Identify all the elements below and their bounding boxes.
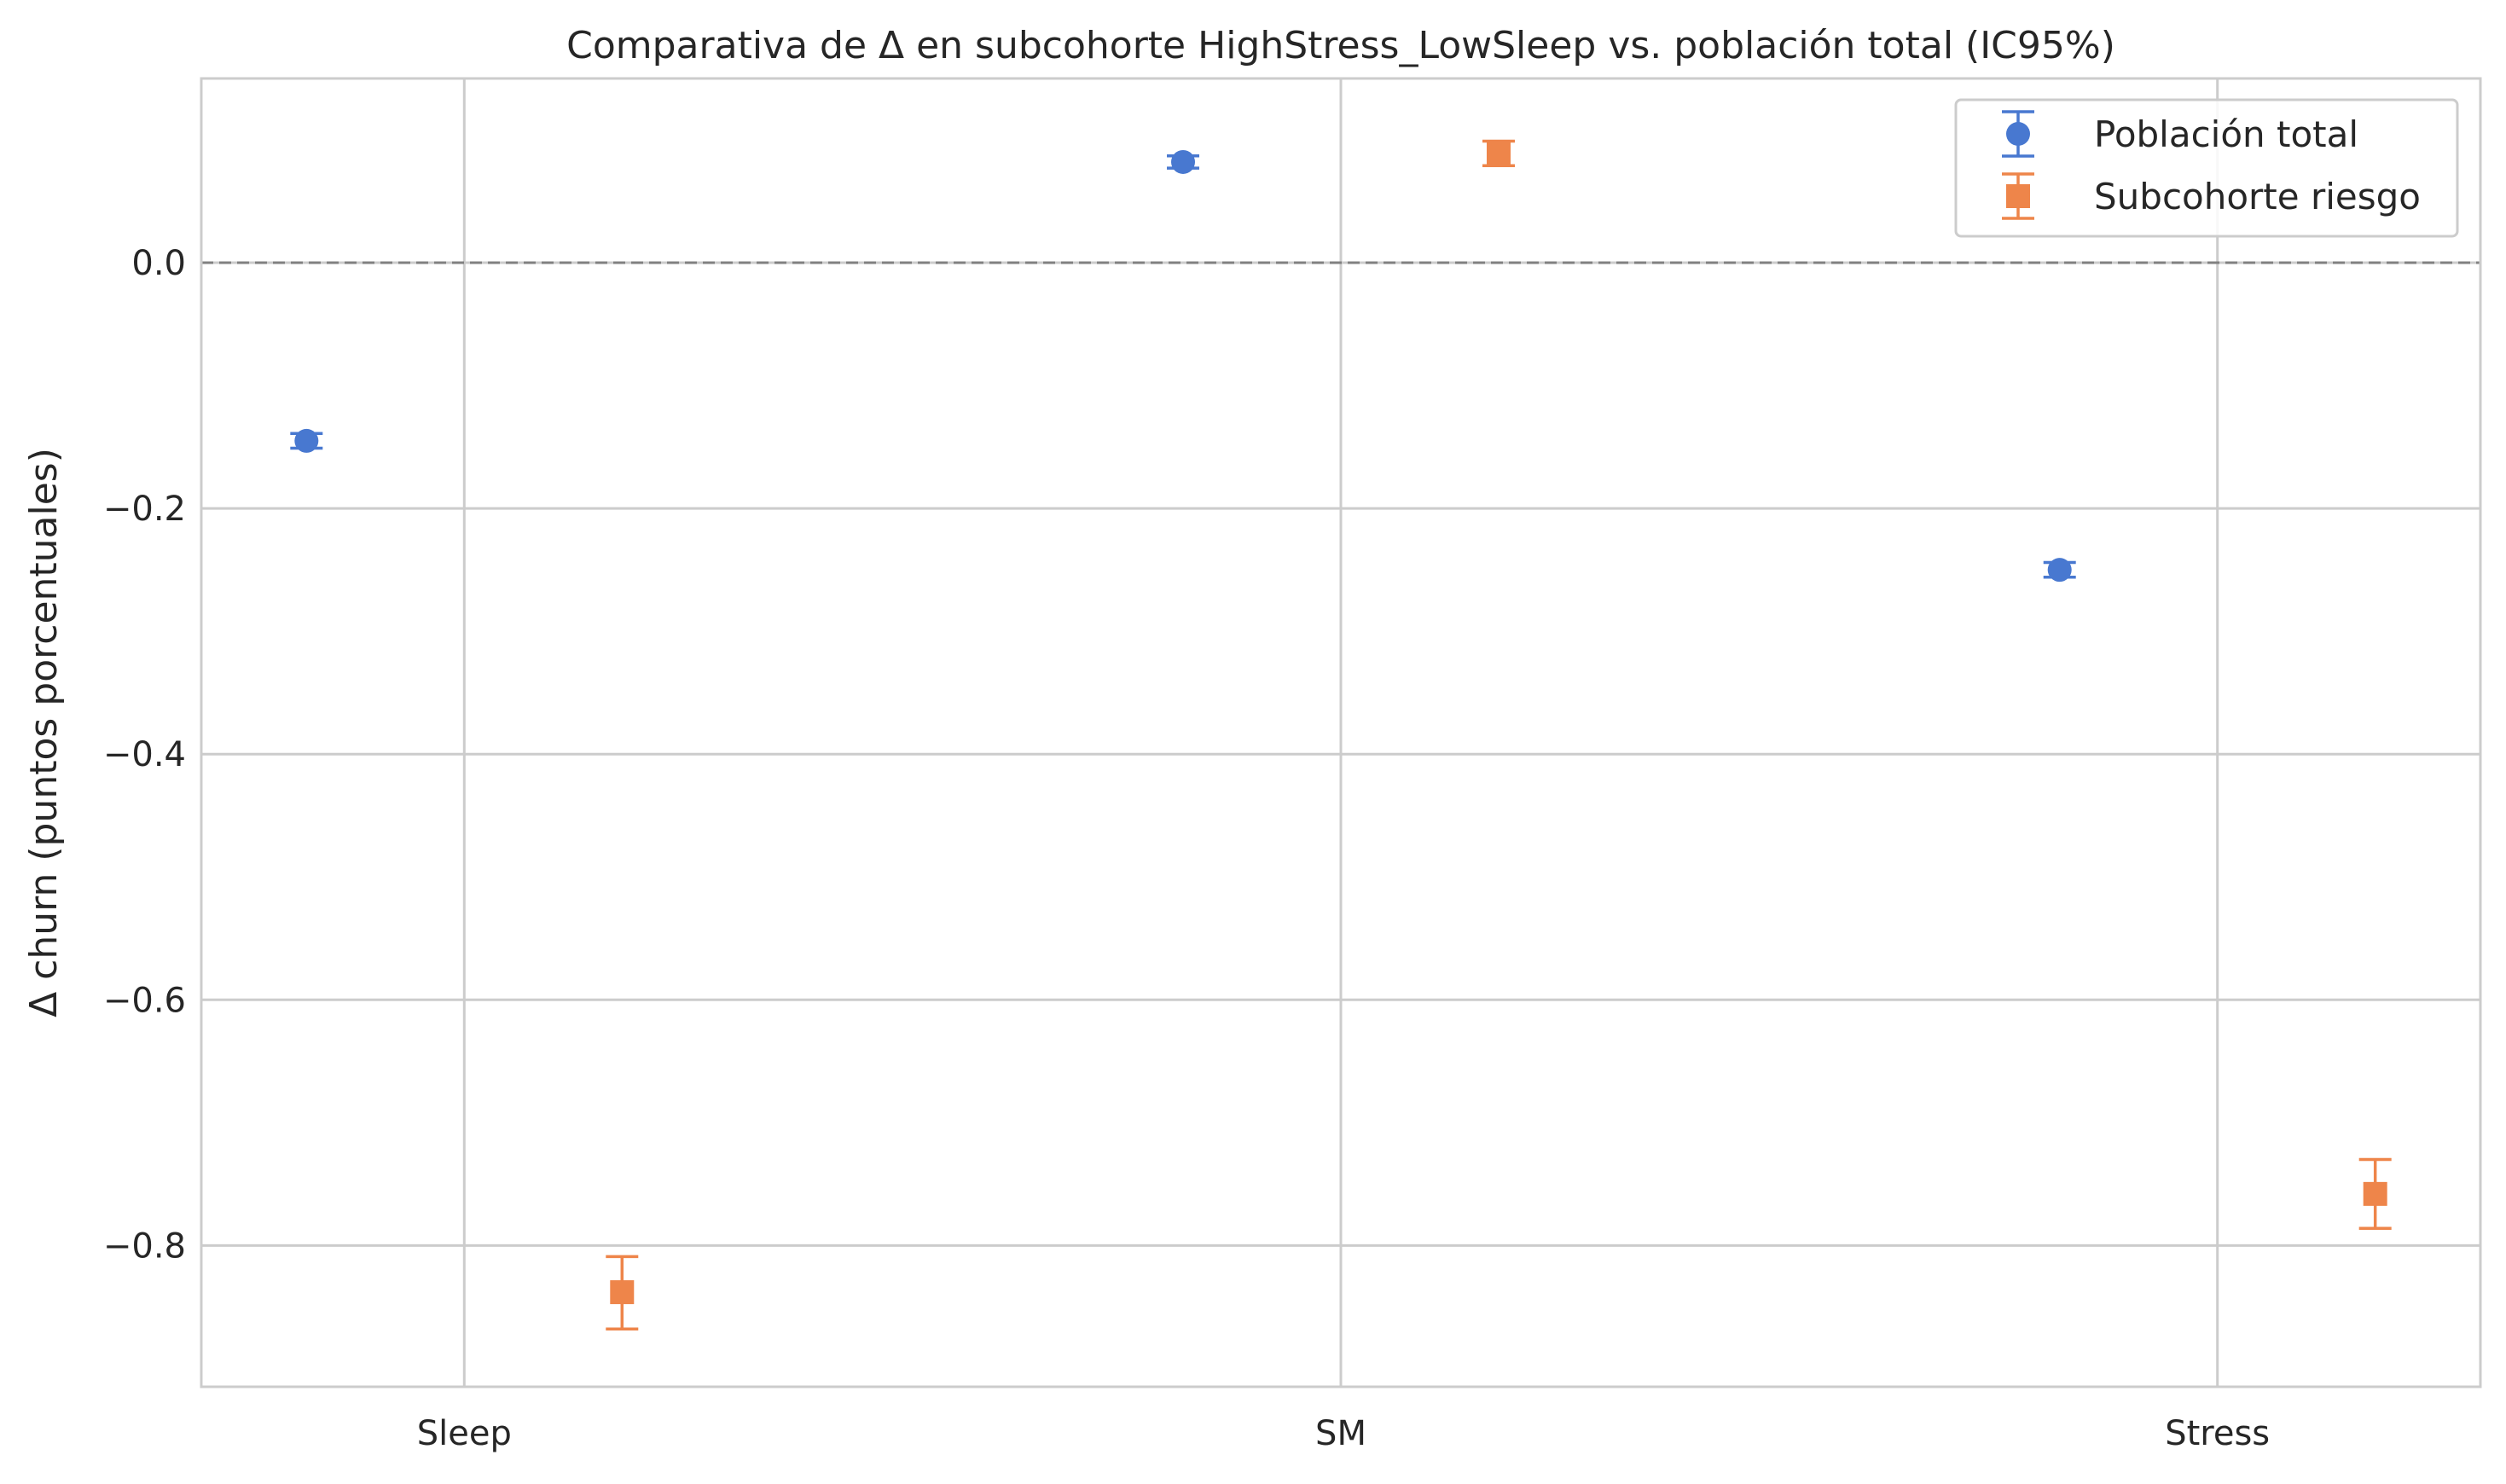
y-tick-label: −0.8 (103, 1226, 186, 1266)
legend-circle-icon (2006, 122, 2030, 146)
circle-marker (2047, 558, 2072, 583)
y-tick-label: −0.6 (103, 981, 186, 1020)
legend-square-icon (2006, 184, 2030, 208)
legend-item: Subcohorte riesgo (2002, 172, 2421, 220)
x-tick-labels: Sleep SM Stress (417, 1414, 2270, 1453)
legend: Población total Subcohorte riesgo (1954, 98, 2459, 238)
errorbar-point (290, 428, 323, 453)
y-tick-label: 0.0 (131, 244, 186, 283)
chart-title: Comparativa de Δ en subcohorte HighStres… (566, 24, 2115, 67)
square-marker (2363, 1181, 2387, 1206)
legend-label: Subcohorte riesgo (2094, 176, 2421, 217)
x-tick-label: Sleep (417, 1414, 512, 1453)
circle-marker (294, 428, 319, 453)
errorbar-point (1482, 139, 1515, 168)
x-tick-label: SM (1315, 1414, 1366, 1453)
circle-marker (1171, 149, 1196, 174)
errorbar-point (1167, 149, 1200, 174)
square-marker (1486, 141, 1511, 165)
y-tick-label: −0.2 (103, 490, 186, 529)
y-tick-label: −0.4 (103, 735, 186, 774)
data-points (290, 139, 2392, 1331)
square-marker (610, 1280, 635, 1305)
legend-item: Población total (2002, 110, 2358, 158)
y-tick-labels: 0.0 −0.2 −0.4 −0.6 −0.8 (103, 244, 186, 1266)
errorbar-point (2043, 558, 2076, 583)
legend-label: Población total (2094, 113, 2358, 155)
y-axis-label: Δ churn (puntos porcentuales) (22, 448, 66, 1017)
plot-frame (200, 77, 2482, 1388)
legend-box (1954, 98, 2459, 238)
x-tick-label: Stress (2165, 1414, 2270, 1453)
errorbar-point (2358, 1157, 2392, 1230)
errorbar-point (606, 1255, 639, 1331)
